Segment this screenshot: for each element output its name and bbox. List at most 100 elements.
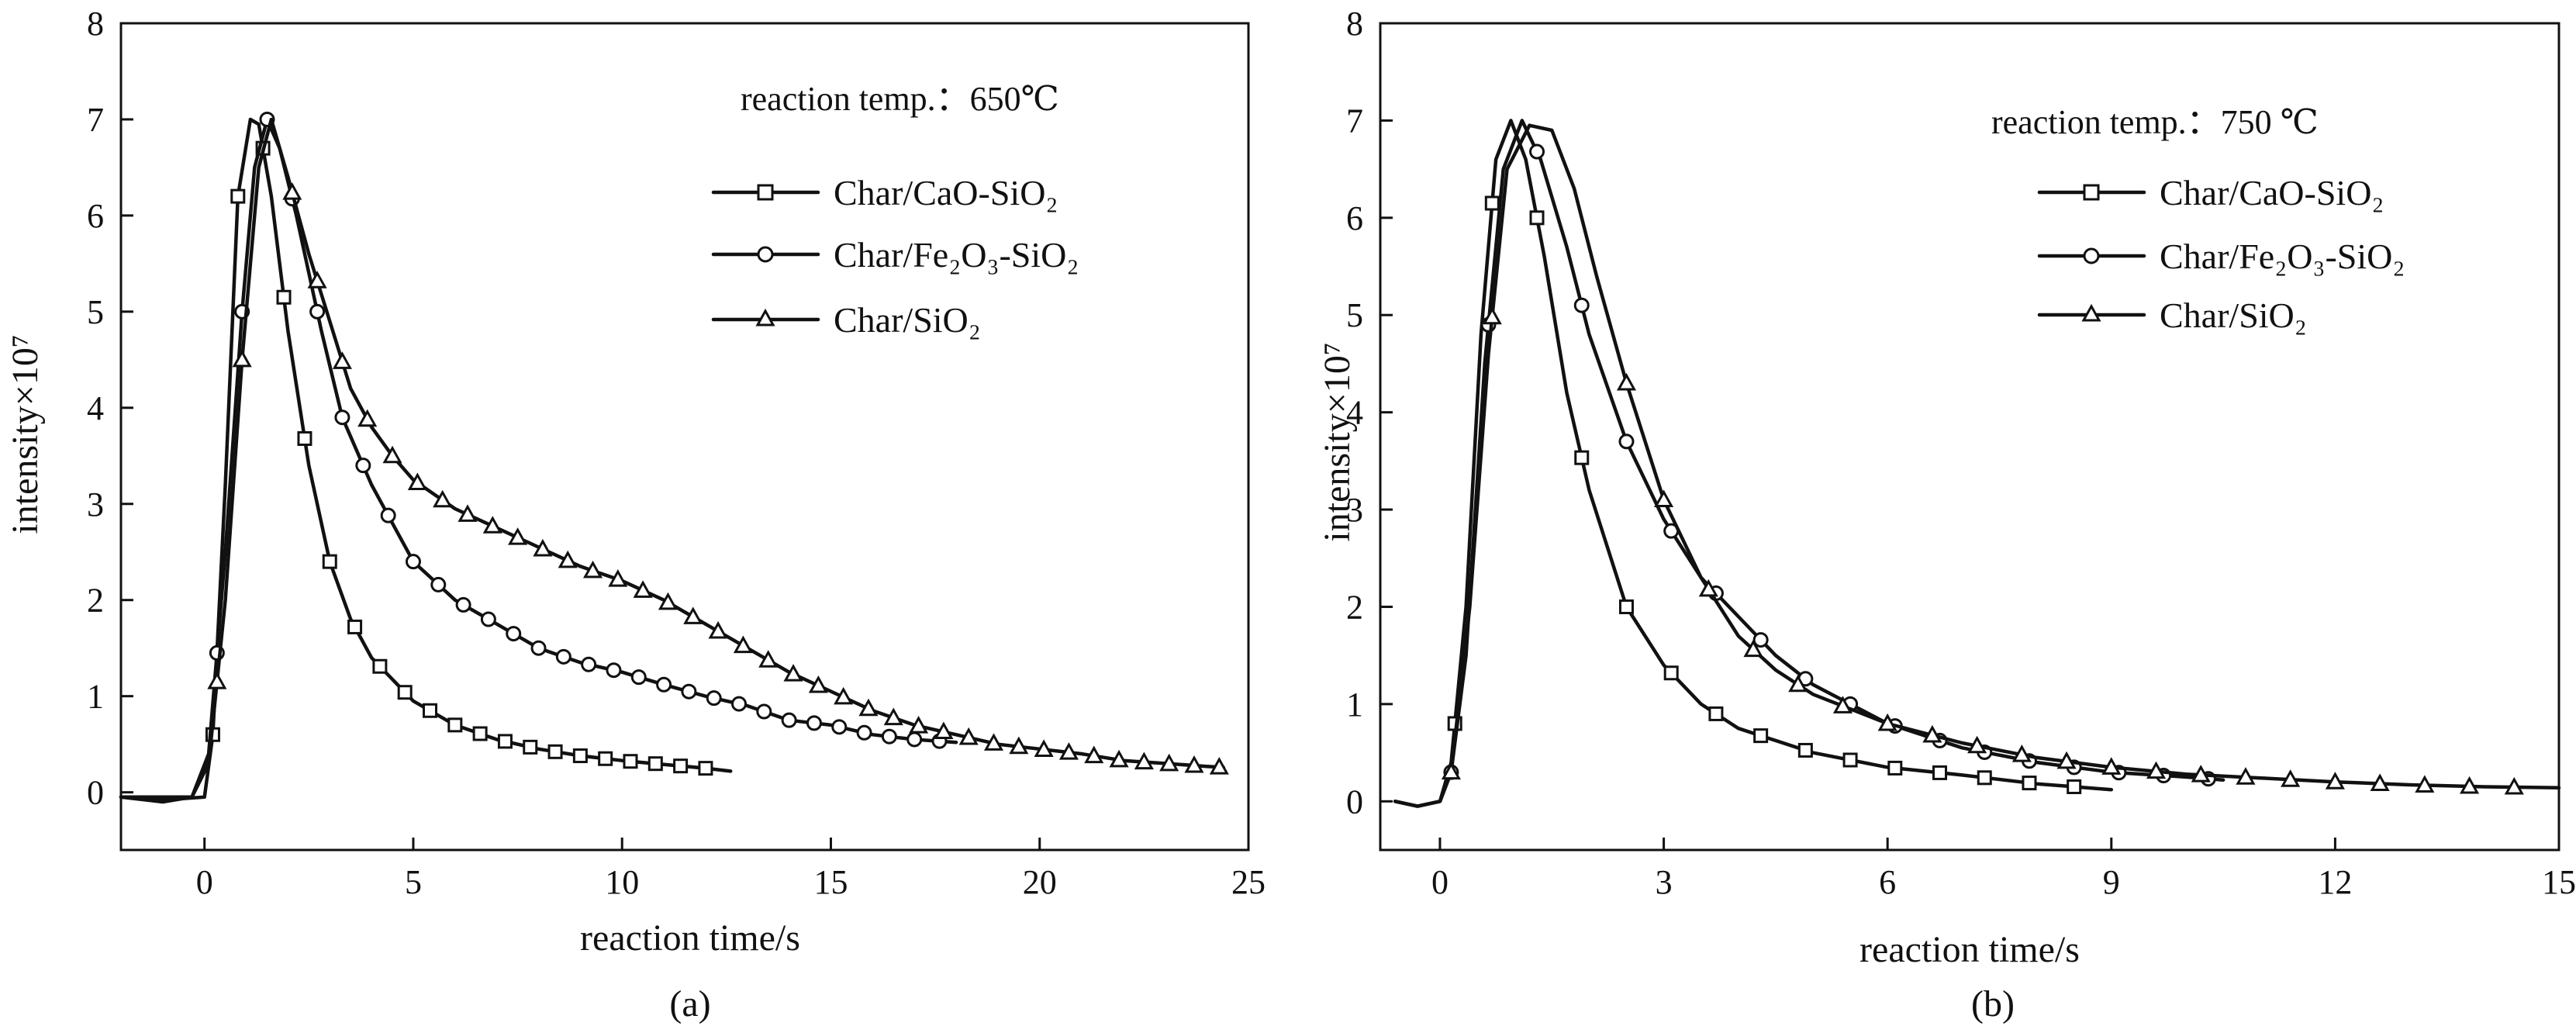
series-line-a-3: [119, 117, 1225, 800]
y-tick-label-a-3: 3: [87, 485, 104, 523]
x-tick-label-a-0: 0: [196, 863, 213, 901]
data-point-a-3-19: [683, 606, 703, 624]
y-axis-title-b: intensity×10⁷: [1317, 342, 1358, 541]
data-point-b-3-2: [1482, 306, 1502, 325]
y-tick-label-a-2: 2: [87, 582, 104, 620]
data-point-b-1-12: [1932, 765, 1948, 780]
data-point-b-3-7: [1788, 674, 1808, 693]
x-axis-title-b: reaction time/s: [1859, 929, 2080, 970]
data-point-a-1-18: [623, 754, 638, 769]
data-point-a-3-11: [482, 516, 502, 534]
data-point-a-2-13: [506, 626, 522, 642]
data-point-a-3-30: [958, 727, 979, 745]
data-point-a-2-10: [430, 576, 447, 593]
x-tick-label-a-15: 15: [813, 863, 848, 901]
data-point-a-1-2: [230, 188, 246, 204]
data-point-b-3-4: [1654, 489, 1674, 508]
data-point-a-3-21: [733, 635, 753, 654]
legend-item-b-1: Char/CaO-SiO₂: [2037, 173, 2384, 212]
data-point-b-3-5: [1698, 579, 1718, 597]
y-tick-label-b-4: 4: [1346, 394, 1363, 432]
legend-b: Char/CaO-SiO₂ Char/Fe₂O₃-SiO₂ Char/SiO₂: [2037, 173, 2405, 335]
data-point-b-1-14: [2022, 776, 2037, 791]
y-tick-label-a-5: 5: [87, 293, 104, 331]
data-point-a-2-24: [781, 712, 797, 728]
data-point-b-3-8: [1832, 696, 1853, 713]
data-point-a-3-31: [983, 733, 1004, 751]
data-point-a-3-18: [658, 592, 679, 610]
legend-marker-a-2: [757, 246, 774, 263]
y-tick-label-a-6: 6: [87, 197, 104, 235]
data-point-a-3-2: [232, 349, 252, 368]
data-point-b-1-5: [1618, 599, 1634, 614]
legend-marker-b-3: [2081, 303, 2101, 322]
legend-label-a-1: Char/CaO-SiO₂: [834, 173, 1058, 212]
legend-item-a-3: Char/SiO₂: [711, 300, 981, 340]
data-point-a-3-23: [783, 664, 803, 682]
data-point-a-3-15: [582, 560, 603, 579]
data-point-a-1-11: [447, 717, 463, 733]
data-point-b-3-18: [2281, 769, 2301, 787]
data-point-a-3-40: [1209, 757, 1229, 775]
plot-frame-b: [1379, 22, 2560, 852]
y-tick-label-a-4: 4: [87, 389, 104, 427]
legend-label-b-2: Char/Fe₂O₃-SiO₂: [2160, 237, 2405, 276]
data-point-a-2-17: [606, 662, 622, 679]
y-tick-label-b-0: 0: [1346, 783, 1363, 821]
data-point-a-2-26: [831, 719, 848, 735]
y-tick-label-a-0: 0: [87, 774, 104, 812]
x-tick-label-b-15: 15: [2542, 863, 2576, 901]
annotation-a: reaction temp.：650℃: [741, 80, 1059, 118]
data-point-b-3-3: [1616, 372, 1637, 391]
data-point-b-1-11: [1887, 760, 1903, 776]
x-tick-label-b-0: 0: [1431, 863, 1449, 901]
y-tick-label-b-1: 1: [1346, 686, 1363, 724]
data-point-a-1-6: [322, 554, 337, 569]
data-point-b-1-2: [1484, 195, 1500, 211]
data-point-b-1-6: [1663, 665, 1679, 681]
legend-item-b-2: Char/Fe₂O₃-SiO₂: [2037, 237, 2405, 276]
x-tick-label-a-25: 25: [1231, 863, 1266, 901]
data-point-a-3-3: [282, 182, 302, 200]
data-point-a-2-9: [405, 554, 421, 570]
data-point-a-2-11: [455, 596, 471, 613]
legend-label-a-2: Char/Fe₂O₃-SiO₂: [834, 235, 1079, 275]
data-point-a-3-37: [1134, 751, 1154, 770]
data-point-a-2-18: [630, 669, 647, 686]
data-point-a-3-16: [608, 568, 628, 587]
data-point-a-2-14: [530, 640, 547, 656]
panel-label-b: (b): [1971, 983, 2015, 1024]
data-point-a-3-1: [207, 671, 227, 689]
data-point-a-2-22: [731, 696, 748, 712]
x-tick-label-a-20: 20: [1023, 863, 1057, 901]
data-point-b-3-19: [2325, 772, 2345, 789]
data-point-a-1-13: [497, 734, 513, 749]
series-a: [119, 111, 1229, 804]
data-point-a-3-25: [834, 686, 854, 705]
data-point-a-2-15: [555, 648, 571, 665]
data-point-b-3-6: [1743, 639, 1763, 658]
data-point-a-2-7: [355, 458, 371, 474]
data-point-b-1-9: [1797, 742, 1813, 758]
series-line-b-2: [1393, 119, 2226, 808]
data-point-b-3-15: [2146, 761, 2167, 779]
x-tick-label-b-3: 3: [1656, 863, 1673, 901]
data-point-b-2-4: [1573, 297, 1590, 313]
data-point-b-1-7: [1708, 706, 1724, 721]
data-point-a-1-21: [698, 761, 713, 776]
data-point-a-3-20: [708, 620, 728, 639]
legend-marker-b-2: [2083, 247, 2100, 264]
data-point-a-3-7: [382, 445, 402, 464]
data-point-b-3-1: [1441, 762, 1461, 780]
data-point-b-3-20: [2370, 773, 2390, 791]
data-point-b-3-9: [1877, 713, 1897, 731]
legend-marker-b-1: [2083, 184, 2100, 201]
y-axis-title-a: intensity×10⁷: [5, 334, 46, 534]
data-point-a-3-27: [883, 707, 903, 726]
data-point-b-2-5: [1618, 434, 1635, 450]
data-point-a-1-14: [523, 739, 538, 755]
x-tick-label-a-5: 5: [405, 863, 422, 901]
data-point-a-3-22: [758, 650, 779, 668]
